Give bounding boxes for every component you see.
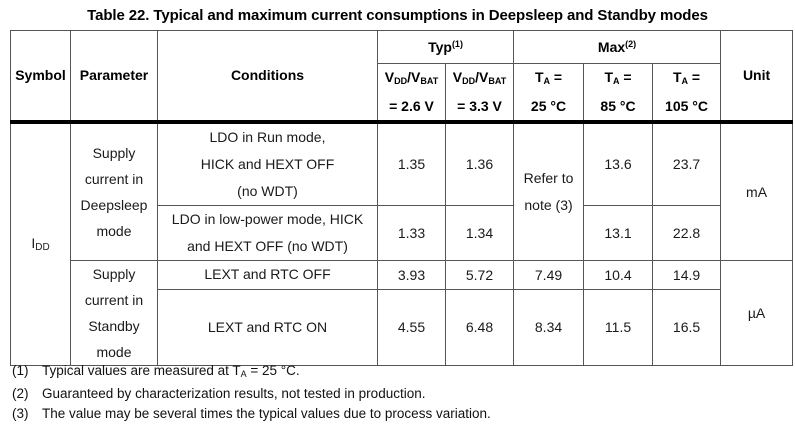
- value-cell: 16.5: [652, 288, 722, 366]
- value-cell: 1.36: [444, 121, 515, 206]
- value-refer-note: Refer to note (3): [513, 121, 585, 261]
- value-cell: 3.93: [377, 259, 446, 290]
- header-vdd-3v3: VDD/VBAT = 3.3 V: [444, 63, 515, 122]
- typ-label: Typ: [428, 39, 452, 55]
- spec-table: Symbol Parameter Conditions Typ(1) Max(2…: [10, 30, 794, 366]
- table-header: Symbol Parameter Conditions Typ(1) Max(2…: [10, 30, 794, 122]
- unit-ua: µA: [720, 259, 794, 366]
- table-body: IDD Supply current in Deepsleep mode LDO…: [10, 121, 794, 366]
- footnote-3: (3) The value may be several times the t…: [12, 404, 782, 424]
- vdd-vbat-label: VDD/VBAT: [452, 68, 507, 86]
- footnote-number: (1): [12, 363, 29, 378]
- ta-label: TA =: [604, 68, 632, 86]
- header-vdd-2v6: VDD/VBAT = 2.6 V: [377, 63, 446, 122]
- footnote-text: Guaranteed by characterization results, …: [42, 386, 426, 401]
- conditions-standby-on: LEXT and RTC ON: [157, 288, 378, 366]
- value-cell: 8.34: [513, 288, 585, 366]
- typ-footnote-ref: (1): [451, 39, 463, 49]
- value-cell: 6.48: [444, 288, 515, 366]
- footnote-number: (3): [12, 406, 29, 421]
- header-ta-25: TA = 25 °C: [513, 63, 585, 122]
- footnote-text: The value may be several times the typic…: [42, 406, 491, 421]
- conditions-standby-off: LEXT and RTC OFF: [157, 259, 378, 290]
- row-deepsleep-run: IDD Supply current in Deepsleep mode LDO…: [10, 121, 794, 366]
- header-typ: Typ(1): [376, 30, 515, 64]
- value-cell: 7.49: [513, 259, 585, 290]
- row-deepsleep-lowpower: LDO in low-power mode, HICK and HEXT OFF…: [11, 204, 793, 261]
- vdd-vbat-label: VDD/VBAT: [384, 68, 439, 86]
- unit-ma: mA: [720, 121, 794, 261]
- value-cell: 23.7: [652, 121, 722, 206]
- row-standby-rtc-off: Supply current in Standby mode LEXT and …: [11, 259, 794, 366]
- value-cell: 14.9: [652, 259, 722, 290]
- header-parameter: Parameter: [70, 30, 158, 122]
- value-cell: 13.1: [583, 204, 654, 261]
- header-ta-105: TA = 105 °C: [652, 63, 722, 122]
- value-cell: 10.4: [583, 259, 654, 290]
- value-cell: 1.34: [444, 204, 515, 261]
- header-unit: Unit: [720, 30, 794, 122]
- header-max: Max(2): [513, 30, 722, 64]
- parameter-deepsleep: Supply current in Deepsleep mode: [70, 121, 158, 261]
- value-cell: 11.5: [583, 288, 654, 366]
- footnote-text: Typical values are measured at TA = 25 °…: [42, 363, 300, 379]
- conditions-deepsleep-lowpower: LDO in low-power mode, HICK and HEXT OFF…: [157, 204, 378, 261]
- value-cell: 1.35: [377, 121, 446, 206]
- ta-85-value: 85 °C: [600, 97, 636, 114]
- value-cell: 22.8: [652, 204, 722, 261]
- header-symbol: Symbol: [10, 30, 71, 122]
- ta-label: TA =: [672, 68, 701, 86]
- footnote-number: (2): [12, 386, 29, 401]
- footnotes: (1) Typical values are measured at TA = …: [12, 361, 782, 424]
- row-standby-rtc-on: LEXT and RTC ON 4.55 6.48 8.34 11.5 16.5: [11, 288, 793, 366]
- symbol-idd: IDD: [10, 121, 71, 366]
- max-label: Max: [597, 39, 626, 55]
- value-cell: 4.55: [377, 288, 446, 366]
- footnote-2: (2) Guaranteed by characterization resul…: [12, 384, 782, 404]
- vdd-3v3-value: = 3.3 V: [457, 97, 502, 114]
- ta-label: TA =: [534, 68, 563, 86]
- ta-25-value: 25 °C: [530, 97, 567, 114]
- header-conditions: Conditions: [157, 30, 378, 122]
- header-ta-85: TA = 85 °C: [583, 63, 654, 122]
- table-title: Table 22. Typical and maximum current co…: [87, 7, 708, 24]
- max-footnote-ref: (2): [625, 39, 637, 49]
- value-cell: 5.72: [444, 259, 515, 290]
- parameter-standby: Supply current in Standby mode: [70, 259, 158, 366]
- footnote-1: (1) Typical values are measured at TA = …: [12, 361, 782, 384]
- value-cell: 13.6: [583, 121, 654, 206]
- ta-105-value: 105 °C: [665, 97, 709, 114]
- value-cell: 1.33: [377, 204, 446, 261]
- conditions-deepsleep-run: LDO in Run mode, HICK and HEXT OFF (no W…: [157, 121, 378, 206]
- vdd-2v6-value: = 2.6 V: [389, 97, 434, 114]
